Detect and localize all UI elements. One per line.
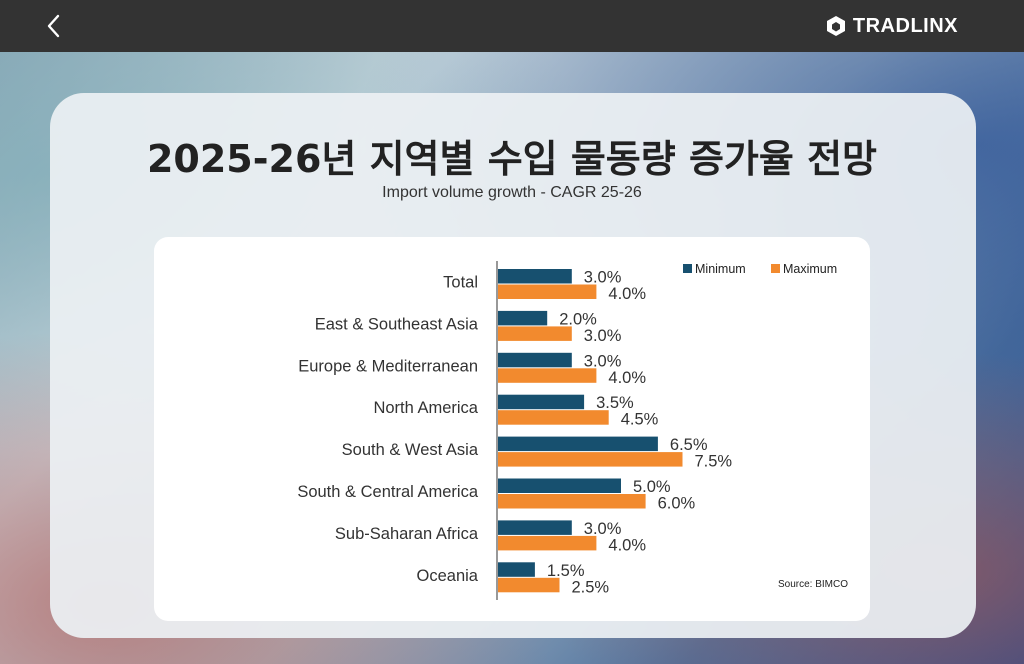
category-label: Oceania xyxy=(417,567,479,585)
bar-minimum xyxy=(498,436,658,452)
data-label-maximum: 2.5% xyxy=(572,578,610,596)
source-note: Source: BIMCO xyxy=(778,579,848,590)
data-label-maximum: 3.0% xyxy=(584,327,622,345)
bar-minimum xyxy=(498,269,572,284)
category-label: North America xyxy=(373,399,478,417)
data-label-minimum: 6.5% xyxy=(670,436,708,454)
data-label-maximum: 7.5% xyxy=(695,453,733,471)
back-button[interactable] xyxy=(36,8,72,44)
legend-label-maximum: Maximum xyxy=(783,262,837,276)
bar-maximum xyxy=(498,284,597,299)
data-label-minimum: 3.0% xyxy=(584,520,622,538)
import-growth-bar-chart: Total 3.0%4.0%East & Southeast Asia 2.0%3.… xyxy=(297,261,848,600)
page-subtitle: Import volume growth - CAGR 25-26 xyxy=(382,184,642,201)
category-label: Europe & Mediterranean xyxy=(298,357,478,375)
category-label: East & Southeast Asia xyxy=(315,315,479,333)
chevron-left-icon xyxy=(47,14,60,38)
data-label-maximum: 4.0% xyxy=(608,536,646,554)
bar-minimum xyxy=(498,310,548,326)
category-label: Total xyxy=(443,274,478,292)
category-label: South & West Asia xyxy=(342,441,479,459)
data-label-maximum: 4.5% xyxy=(621,411,659,429)
category-label: Sub-Saharan Africa xyxy=(335,525,479,543)
bar-maximum xyxy=(498,535,597,551)
data-label-minimum: 5.0% xyxy=(633,478,671,496)
logo-text: TRADLINX xyxy=(852,14,958,37)
data-label-minimum: 3.5% xyxy=(596,394,634,412)
chart-panel: Total 3.0% 4.0% East & Southeast Asia 2.0% 3.… xyxy=(154,237,870,621)
data-label-minimum: 3.0% xyxy=(584,269,622,287)
category-label: South & Central America xyxy=(297,483,478,501)
data-label-maximum: 4.0% xyxy=(608,285,646,303)
bar-minimum xyxy=(498,562,535,577)
bar-minimum xyxy=(498,394,585,410)
cube-icon xyxy=(826,16,845,36)
bar-maximum xyxy=(498,326,572,341)
data-label-maximum: 4.0% xyxy=(608,369,646,387)
legend-swatch-minimum xyxy=(683,264,692,273)
bar-maximum xyxy=(498,577,560,593)
legend-label-minimum: Minimum xyxy=(695,262,746,276)
bar-maximum xyxy=(498,494,646,509)
bar-minimum xyxy=(498,352,572,368)
data-label-maximum: 6.0% xyxy=(658,495,696,513)
page-title: 2025-26년 지역별 수입 물동량 증가율 전망 xyxy=(146,137,877,181)
data-label-minimum: 1.5% xyxy=(547,562,585,580)
tradlinx-logo[interactable]: TRADLINX xyxy=(825,13,958,39)
bar-maximum xyxy=(498,368,597,383)
bar-maximum xyxy=(498,410,609,425)
legend-swatch-maximum xyxy=(771,264,780,273)
top-bar: TRADLINX xyxy=(0,0,1024,52)
data-label-minimum: 3.0% xyxy=(584,352,622,370)
bar-maximum xyxy=(498,452,683,467)
bar-minimum xyxy=(498,520,572,535)
data-label-minimum: 2.0% xyxy=(559,310,597,328)
bar-minimum xyxy=(498,478,621,493)
